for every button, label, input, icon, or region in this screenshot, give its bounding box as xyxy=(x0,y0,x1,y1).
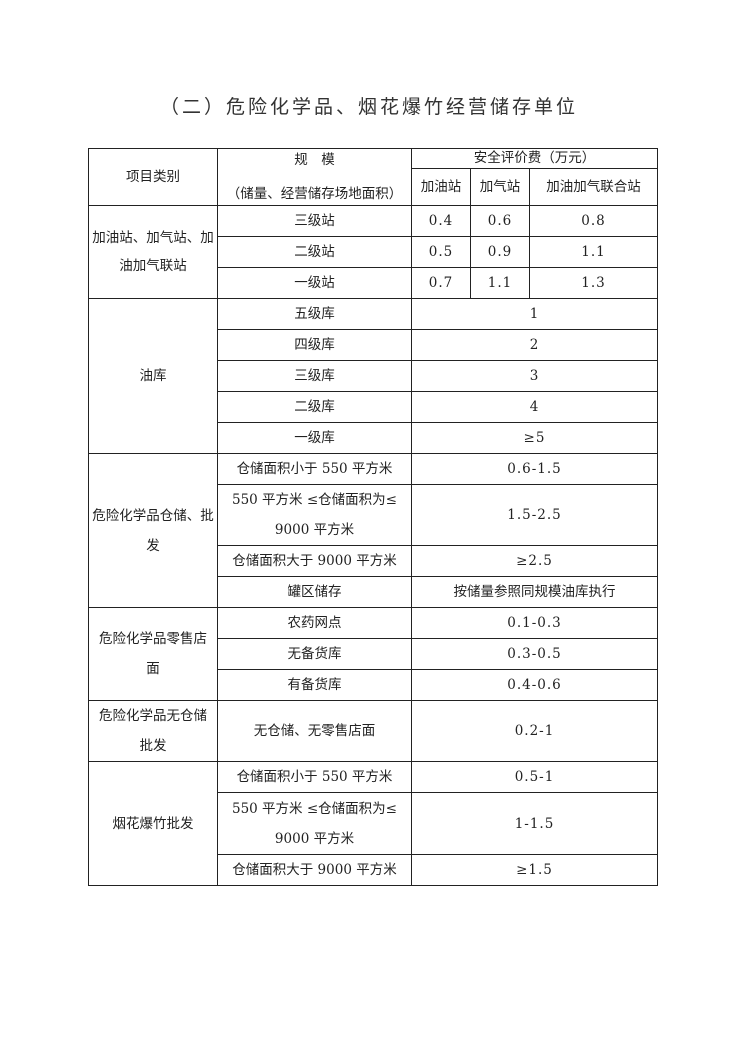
fee-table: 项目类别 规 模 （储量、经营储存场地面积） 安全评价费（万元） 加油站 加气站… xyxy=(88,148,658,886)
table-row: 仓储面积大于 9000 平方米 ≥1.5 xyxy=(89,854,658,886)
scale-cell: 无备货库 xyxy=(217,638,412,670)
scale-cell: 550 平方米 ≤仓储面积为≤ 9000 平方米 xyxy=(217,792,412,855)
fee-cell: ≥1.5 xyxy=(411,854,658,886)
header-sub: 加油站 xyxy=(411,168,471,206)
fee-cell: 1 xyxy=(411,298,658,330)
table-row: 危险化学品仓储、批发 仓储面积小于 550 平方米 0.6-1.5 xyxy=(88,453,658,608)
fee-cell: 1.5-2.5 xyxy=(411,484,658,546)
fee-cell: 0.4-0.6 xyxy=(411,669,658,701)
fee-cell: 0.8 xyxy=(529,205,658,237)
fee-cell: ≥2.5 xyxy=(411,545,658,577)
scale-cell: 三级站 xyxy=(217,205,412,237)
scale-cell: 一级库 xyxy=(217,422,412,454)
fee-cell: 0.4 xyxy=(411,205,471,237)
group-label: 危险化学品无仓储批发 xyxy=(88,700,218,762)
scale-cell: 五级库 xyxy=(217,298,412,330)
scale-cell: 有备货库 xyxy=(217,669,412,701)
fee-cell: 2 xyxy=(411,329,658,361)
fee-cell: 0.9 xyxy=(470,236,530,268)
group-label: 加油站、加气站、加油加气联站 xyxy=(88,205,218,299)
table-row: 有备货库 0.4-0.6 xyxy=(89,669,658,701)
scale-cell: 三级库 xyxy=(217,360,412,392)
table-row: 二级站 0.5 0.9 1.1 xyxy=(89,236,658,268)
group-label: 烟花爆竹批发 xyxy=(88,761,218,886)
header-row: 项目类别 规 模 （储量、经营储存场地面积） 安全评价费（万元） xyxy=(88,148,658,206)
scale-cell: 农药网点 xyxy=(217,607,412,639)
table-row: 油库 五级库 1 xyxy=(88,298,658,454)
fee-cell: 0.2-1 xyxy=(411,700,658,762)
scale-cell: 一级站 xyxy=(217,267,412,299)
table-row: 一级站 0.7 1.1 1.3 xyxy=(89,267,658,299)
header-sub: 加气站 xyxy=(470,168,530,206)
group-label: 危险化学品仓储、批发 xyxy=(88,453,218,608)
fee-cell: 1-1.5 xyxy=(411,792,658,855)
scale-cell: 550 平方米 ≤仓储面积为≤ 9000 平方米 xyxy=(217,484,412,546)
fee-cell: 0.6-1.5 xyxy=(411,453,658,485)
table-row: 危险化学品无仓储批发 无仓储、无零售店面 0.2-1 xyxy=(88,700,658,762)
scale-cell: 仓储面积大于 9000 平方米 xyxy=(217,854,412,886)
scale-cell: 四级库 xyxy=(217,329,412,361)
fee-cell: 0.7 xyxy=(411,267,471,299)
fee-cell: ≥5 xyxy=(411,422,658,454)
scale-cell: 仓储面积大于 9000 平方米 xyxy=(217,545,412,577)
fee-cell: 按储量参照同规模油库执行 xyxy=(411,576,658,608)
table-row: 四级库 2 xyxy=(89,329,658,361)
scale-cell: 仓储面积小于 550 平方米 xyxy=(217,453,412,485)
header-sub: 加油加气联合站 xyxy=(529,168,658,206)
fee-cell: 4 xyxy=(411,391,658,423)
table-row: 烟花爆竹批发 仓储面积小于 550 平方米 0.5-1 xyxy=(88,761,658,886)
scale-cell: 罐区储存 xyxy=(217,576,412,608)
header-scale-line1: 规 模 xyxy=(294,152,335,168)
table-row: 550 平方米 ≤仓储面积为≤ 9000 平方米 1-1.5 xyxy=(89,792,658,855)
table-row: 罐区储存 按储量参照同规模油库执行 xyxy=(89,576,658,608)
header-category: 项目类别 xyxy=(88,148,218,206)
table-row: 二级库 4 xyxy=(89,391,658,423)
header-scale: 规 模 （储量、经营储存场地面积） xyxy=(217,148,412,206)
fee-cell: 1.3 xyxy=(529,267,658,299)
header-sub-row: 加油站 加气站 加油加气联合站 xyxy=(89,168,658,206)
table-row: 加油站、加气站、加油加气联站 三级站 0.4 0.6 0.8 xyxy=(88,205,658,299)
fee-cell: 0.1-0.3 xyxy=(411,607,658,639)
group-label: 危险化学品零售店面 xyxy=(88,607,218,701)
group-label: 油库 xyxy=(88,298,218,454)
fee-cell: 0.3-0.5 xyxy=(411,638,658,670)
scale-cell: 二级站 xyxy=(217,236,412,268)
scale-cell: 二级库 xyxy=(217,391,412,423)
scale-cell: 仓储面积小于 550 平方米 xyxy=(217,761,412,793)
fee-cell: 0.5 xyxy=(411,236,471,268)
table-row: 危险化学品零售店面 农药网点 0.1-0.3 xyxy=(88,607,658,701)
fee-cell: 0.5-1 xyxy=(411,761,658,793)
table-row: 仓储面积大于 9000 平方米 ≥2.5 xyxy=(89,545,658,577)
table-row: 一级库 ≥5 xyxy=(89,422,658,454)
section-title: （二）危险化学品、烟花爆竹经营储存单位 xyxy=(160,96,579,118)
header-fee: 安全评价费（万元） xyxy=(411,148,658,169)
header-scale-line2: （储量、经营储存场地面积） xyxy=(226,186,403,202)
fee-cell: 1.1 xyxy=(470,267,530,299)
fee-cell: 0.6 xyxy=(470,205,530,237)
fee-cell: 1.1 xyxy=(529,236,658,268)
fee-cell: 3 xyxy=(411,360,658,392)
scale-cell: 无仓储、无零售店面 xyxy=(217,700,412,762)
table-row: 550 平方米 ≤仓储面积为≤ 9000 平方米 1.5-2.5 xyxy=(89,484,658,546)
